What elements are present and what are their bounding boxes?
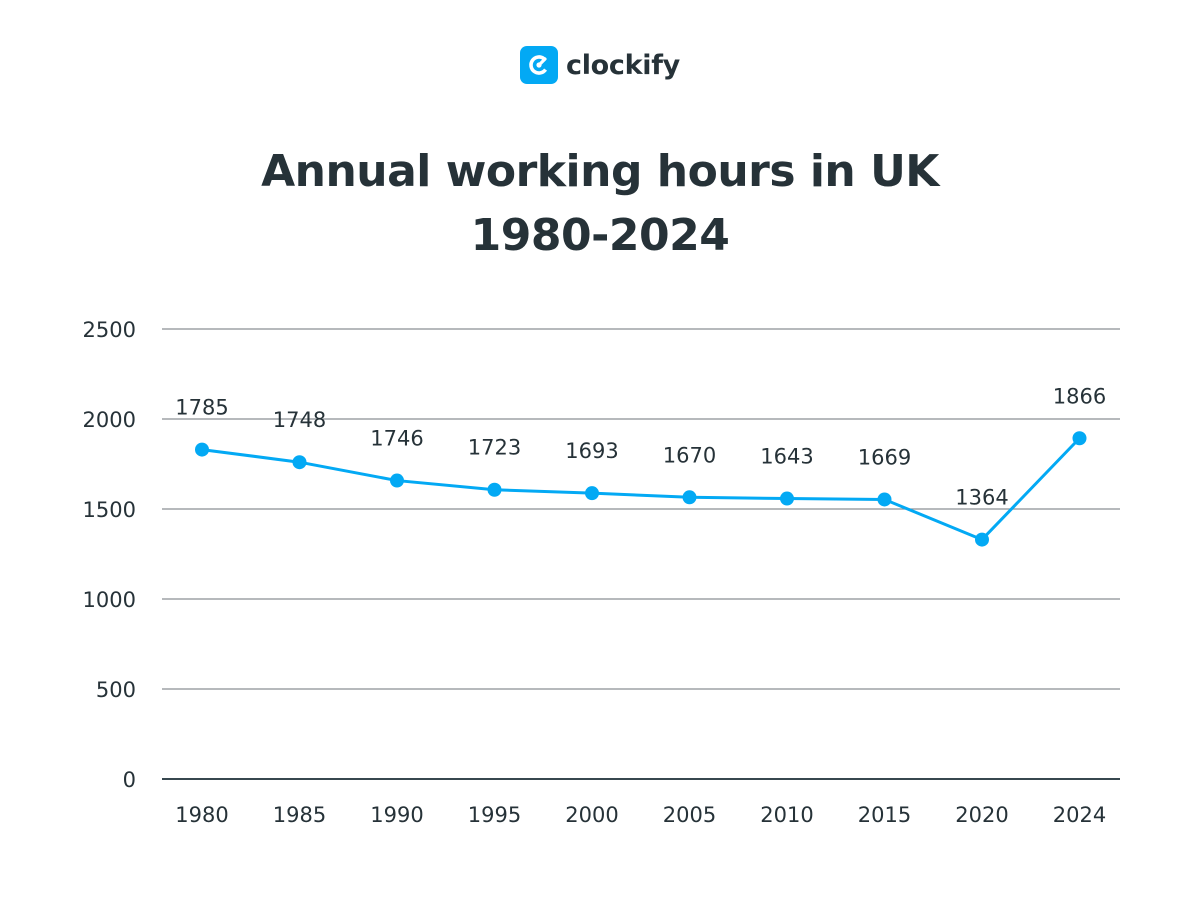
data-label: 1748 [273,408,326,432]
x-tick-label: 1995 [468,803,521,827]
y-tick-label: 0 [123,768,136,792]
x-tick-label: 2020 [955,803,1008,827]
x-tick-label: 2024 [1053,803,1106,827]
y-tick-label: 2500 [83,318,136,342]
x-tick-label: 2005 [663,803,716,827]
x-tick-label: 2015 [858,803,911,827]
clockify-logo-icon [520,46,558,84]
x-tick-label: 1980 [175,803,228,827]
data-label: 1723 [468,436,521,460]
data-point [1072,431,1087,446]
series-line [201,437,1081,542]
data-point [292,455,307,470]
data-label: 1364 [955,486,1008,510]
y-tick-label: 1500 [83,498,136,522]
data-point [195,442,209,457]
data-label: 1785 [175,396,228,420]
data-point [877,492,892,507]
logo-text: clockify [566,49,680,81]
data-point [975,532,989,547]
chart-title-line2: 1980-2024 [470,210,730,261]
y-tick-label: 500 [96,678,136,702]
chart-title-line1: Annual working hours in UK [261,146,939,197]
data-point [585,486,599,501]
x-tick-label: 1990 [370,803,423,827]
data-label: 1866 [1053,384,1106,408]
x-tick-label: 2000 [565,803,618,827]
y-tick-label: 2000 [83,408,136,432]
x-tick-label: 2010 [760,803,813,827]
data-label: 1693 [565,439,618,463]
data-point [682,490,697,505]
logo: clockify [0,46,1200,84]
chart-title: Annual working hours in UK 1980-2024 [0,140,1200,268]
x-tick-label: 1985 [273,803,326,827]
data-point [390,473,404,488]
data-label: 1670 [663,443,716,467]
y-tick-label: 1000 [83,588,136,612]
data-point [487,482,502,497]
data-label: 1746 [370,427,423,451]
data-point [780,491,794,506]
data-label: 1669 [858,445,911,469]
data-label: 1643 [760,445,813,469]
